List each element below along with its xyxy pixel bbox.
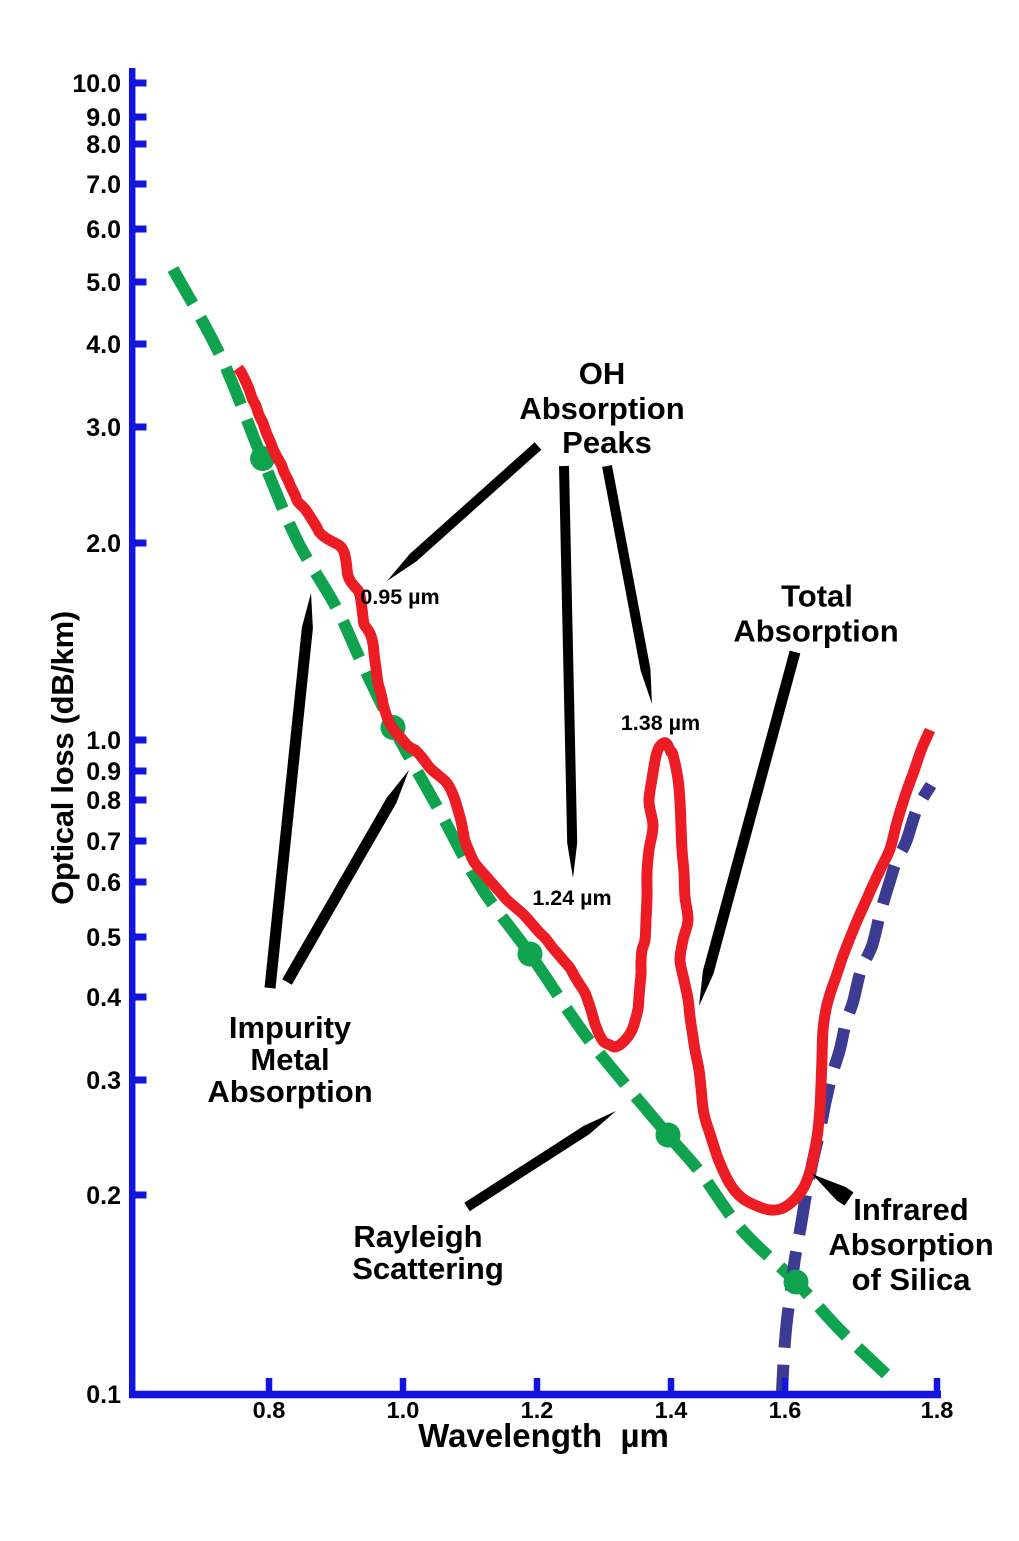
svg-text:10.0: 10.0	[72, 70, 121, 98]
svg-text:Absorption: Absorption	[828, 1227, 993, 1262]
svg-text:Absorption: Absorption	[207, 1074, 372, 1109]
svg-text:2.0: 2.0	[86, 530, 121, 558]
svg-text:0.1: 0.1	[86, 1381, 121, 1409]
svg-text:1.4: 1.4	[655, 1397, 688, 1423]
svg-text:Metal: Metal	[250, 1042, 329, 1077]
svg-text:1.0: 1.0	[86, 727, 121, 755]
svg-text:Absorption: Absorption	[519, 391, 684, 426]
svg-text:1.8: 1.8	[921, 1397, 954, 1423]
svg-text:Peaks: Peaks	[562, 425, 652, 460]
svg-text:0.3: 0.3	[86, 1067, 121, 1095]
svg-text:0.9: 0.9	[86, 758, 121, 786]
svg-text:0.8: 0.8	[86, 787, 121, 815]
svg-text:Impurity: Impurity	[229, 1010, 352, 1045]
svg-text:Wavelength µm: Wavelength µm	[418, 1417, 669, 1454]
svg-text:Optical loss (dB/km): Optical loss (dB/km)	[45, 611, 80, 905]
svg-text:Total: Total	[781, 579, 853, 614]
svg-text:Rayleigh: Rayleigh	[353, 1219, 482, 1254]
svg-text:5.0: 5.0	[86, 269, 121, 297]
svg-text:1.0: 1.0	[387, 1397, 420, 1423]
svg-text:0.7: 0.7	[86, 828, 121, 856]
svg-text:Scattering: Scattering	[352, 1251, 504, 1286]
svg-text:0.95 µm: 0.95 µm	[360, 585, 439, 609]
svg-text:3.0: 3.0	[86, 414, 121, 442]
svg-text:OH: OH	[579, 356, 626, 391]
svg-text:0.6: 0.6	[86, 869, 121, 897]
svg-text:0.4: 0.4	[86, 984, 121, 1012]
svg-text:Infrared: Infrared	[853, 1192, 968, 1227]
svg-text:8.0: 8.0	[86, 131, 121, 159]
svg-text:6.0: 6.0	[86, 216, 121, 244]
svg-text:0.8: 0.8	[253, 1397, 286, 1423]
svg-text:0.2: 0.2	[86, 1182, 121, 1210]
svg-text:Absorption: Absorption	[733, 614, 898, 649]
svg-text:1.38 µm: 1.38 µm	[621, 711, 700, 735]
svg-text:7.0: 7.0	[86, 171, 121, 199]
svg-text:1.6: 1.6	[769, 1397, 802, 1423]
svg-text:of Silica: of Silica	[852, 1262, 972, 1297]
svg-text:9.0: 9.0	[86, 104, 121, 132]
svg-text:4.0: 4.0	[86, 331, 121, 359]
svg-text:1.24 µm: 1.24 µm	[532, 886, 611, 910]
svg-text:0.5: 0.5	[86, 924, 121, 952]
svg-text:1.2: 1.2	[521, 1397, 554, 1423]
